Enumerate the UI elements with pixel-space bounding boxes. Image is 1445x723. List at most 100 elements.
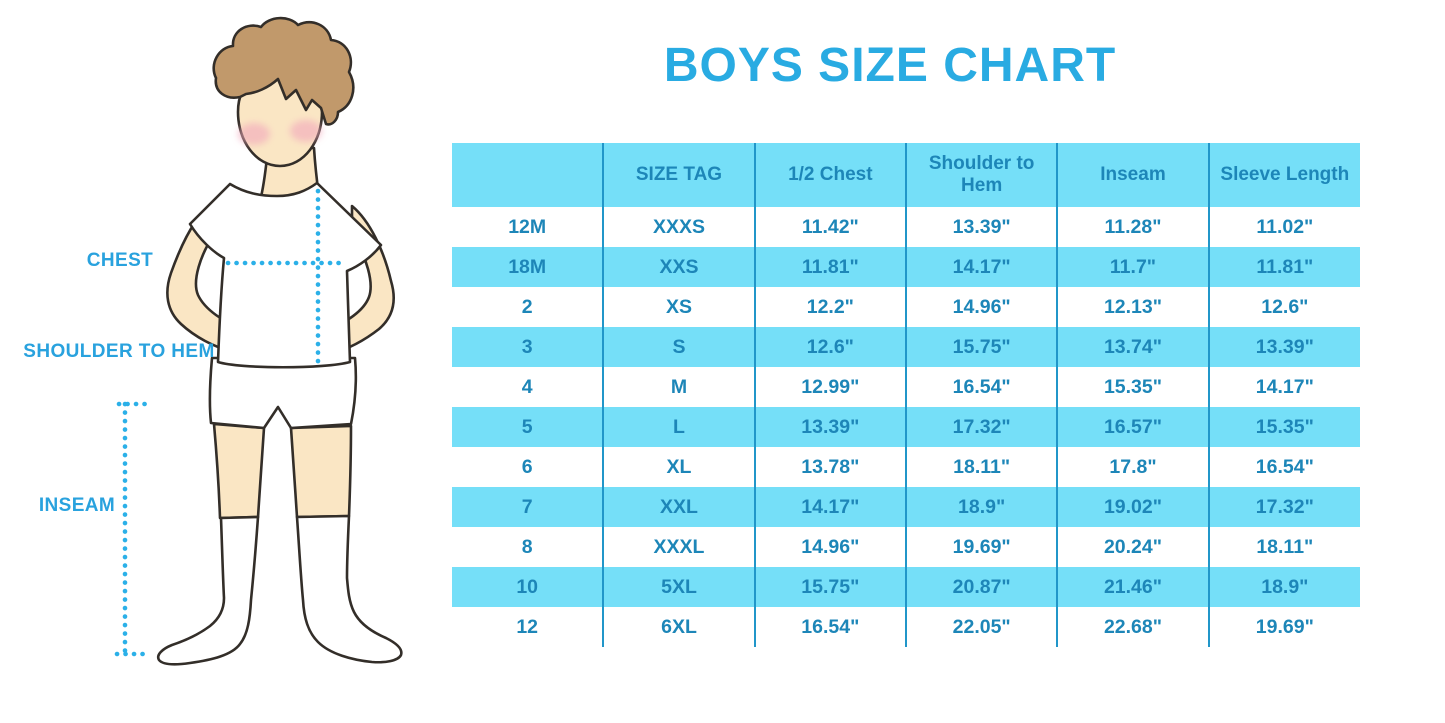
table-cell: 13.74": [1056, 327, 1209, 367]
table-row: 2 XS 12.2" 14.96" 12.13" 12.6": [452, 287, 1360, 327]
table-cell: 12.99": [753, 367, 906, 407]
column-header: 1/2 Chest: [753, 143, 906, 207]
table-cell: 12: [516, 615, 539, 638]
chest-label: CHEST: [86, 250, 154, 271]
boy-left-arm: [166, 200, 246, 354]
table-cell: 18.9": [904, 487, 1058, 527]
table-cell: 14.17": [904, 247, 1058, 287]
header-row: SIZE TAG 1/2 Chest Shoulder to Hem Inseam Sl…: [452, 143, 1360, 207]
table-cell: XXS: [602, 247, 755, 287]
table-cell: 11.7": [1056, 247, 1209, 287]
table-cell: 14.17": [753, 487, 906, 527]
table-cell: 17.8": [1056, 447, 1209, 487]
table-cell: L: [602, 407, 755, 447]
table-cell: 12.13": [1056, 287, 1209, 327]
table-cell: 22.68": [1056, 607, 1209, 647]
table-cell: 21.46": [1056, 567, 1209, 607]
size-chart-table: SIZE TAG 1/2 Chest Shoulder to Hem Inseam Sl…: [452, 143, 1360, 647]
column-header: Shoulder to Hem: [904, 143, 1058, 207]
table-row: 5 L 13.39" 17.32" 16.57" 15.35": [452, 407, 1360, 447]
boy-shorts: [208, 356, 358, 430]
table-cell: 14.96": [904, 287, 1058, 327]
table-cell: 3: [452, 327, 604, 367]
table-cell: 11.81": [753, 247, 906, 287]
table-cell: 13.39": [753, 407, 906, 447]
table-cell: XS: [602, 287, 755, 327]
table-cell: M: [602, 367, 755, 407]
table-cell: XXXS: [602, 207, 755, 247]
boy-illustration: [114, 16, 403, 666]
table-cell: 18.11": [1207, 527, 1360, 567]
table-cell: 20.24": [1056, 527, 1209, 567]
table-row: 4 M 12.99" 16.54" 15.35" 14.17": [452, 367, 1360, 407]
page-title: BOYS SIZE CHART: [663, 39, 1117, 92]
table-cell: 7: [452, 487, 604, 527]
table-cell: 12M: [508, 215, 547, 238]
boy-right-leg: [289, 424, 353, 519]
table-cell: 2: [521, 295, 533, 318]
table-cell: 15.75": [753, 567, 906, 607]
column-header: SIZE TAG: [602, 143, 755, 207]
table-row: 6 XL 13.78" 18.11" 17.8" 16.54": [452, 447, 1360, 487]
table-cell: 12.6": [1207, 287, 1360, 327]
table-cell: 18.9": [1207, 567, 1360, 607]
table-cell: 11.42": [753, 207, 906, 247]
table-row: 12M XXXS 11.42" 13.39" 11.28" 11.02": [452, 207, 1360, 247]
table-cell: 15.35": [1056, 367, 1209, 407]
table-cell: 20.87": [904, 567, 1058, 607]
table-cell: 16.54": [753, 607, 906, 647]
table-cell: 6: [521, 455, 533, 478]
table-cell: XXL: [602, 487, 755, 527]
table-cell: XL: [602, 447, 755, 487]
table-cell: 12.6": [753, 327, 906, 367]
boy-tshirt: [188, 181, 383, 369]
boy-right-cheek-blush: [290, 120, 322, 142]
table-cell: 10: [452, 567, 604, 607]
boy-left-leg: [212, 422, 266, 520]
table-cell: 16.54": [904, 367, 1058, 407]
table-row: 12 6XL 16.54" 22.05" 22.68" 19.69": [452, 607, 1360, 647]
boy-measurement-diagram: CHEST SHOULDER TO HEM INSEAM: [0, 0, 450, 723]
table-cell: 17.32": [1207, 487, 1360, 527]
table-cell: 15.75": [904, 327, 1058, 367]
table-cell: 17.32": [904, 407, 1058, 447]
inseam-label: INSEAM: [38, 495, 116, 516]
table-cell: 19.69": [904, 527, 1058, 567]
table-cell: S: [602, 327, 755, 367]
table-cell: 4: [521, 375, 533, 398]
table-row: 18M XXS 11.81" 14.17" 11.7" 11.81": [452, 247, 1360, 287]
boy-left-cheek-blush: [238, 123, 270, 145]
table-cell: 18.11": [904, 447, 1058, 487]
size-table-body: 12M XXXS 11.42" 13.39" 11.28" 11.02" 18M XXS 11.…: [452, 207, 1360, 647]
table-cell: 15.35": [1207, 407, 1360, 447]
table-row: 8 XXXL 14.96" 19.69" 20.24" 18.11": [452, 527, 1360, 567]
table-cell: 19.69": [1207, 607, 1360, 647]
table-cell: 14.17": [1207, 367, 1360, 407]
table-cell: 6XL: [602, 607, 755, 647]
boy-left-sock: [156, 515, 260, 666]
table-cell: 19.02": [1056, 487, 1209, 527]
table-cell: 5: [452, 407, 604, 447]
table-row: 7 XXL 14.17" 18.9" 19.02" 17.32": [452, 487, 1360, 527]
table-cell: 13.39": [904, 207, 1058, 247]
table-cell: 11.02": [1207, 207, 1360, 247]
boy-right-sock: [295, 514, 403, 664]
table-cell: 8: [521, 535, 533, 558]
table-cell: 11.81": [1207, 247, 1360, 287]
table-cell: 5XL: [602, 567, 755, 607]
table-cell: XXXL: [602, 527, 755, 567]
column-header: Sleeve Length: [1207, 143, 1360, 207]
table-cell: 18M: [452, 247, 604, 287]
boy-hair: [212, 16, 355, 126]
table-cell: 16.54": [1207, 447, 1360, 487]
shoulder-to-hem-label: SHOULDER TO HEM: [23, 341, 215, 362]
table-cell: 13.39": [1207, 327, 1360, 367]
table-row: 3 S 12.6" 15.75" 13.74" 13.39": [452, 327, 1360, 367]
column-header: [452, 143, 604, 207]
table-cell: 12.2": [753, 287, 906, 327]
table-cell: 11.28": [1056, 207, 1209, 247]
table-cell: 13.78": [753, 447, 906, 487]
table-row: 10 5XL 15.75" 20.87" 21.46" 18.9": [452, 567, 1360, 607]
table-cell: 14.96": [753, 527, 906, 567]
size-table-head: SIZE TAG 1/2 Chest Shoulder to Hem Inseam Sl…: [452, 143, 1360, 207]
